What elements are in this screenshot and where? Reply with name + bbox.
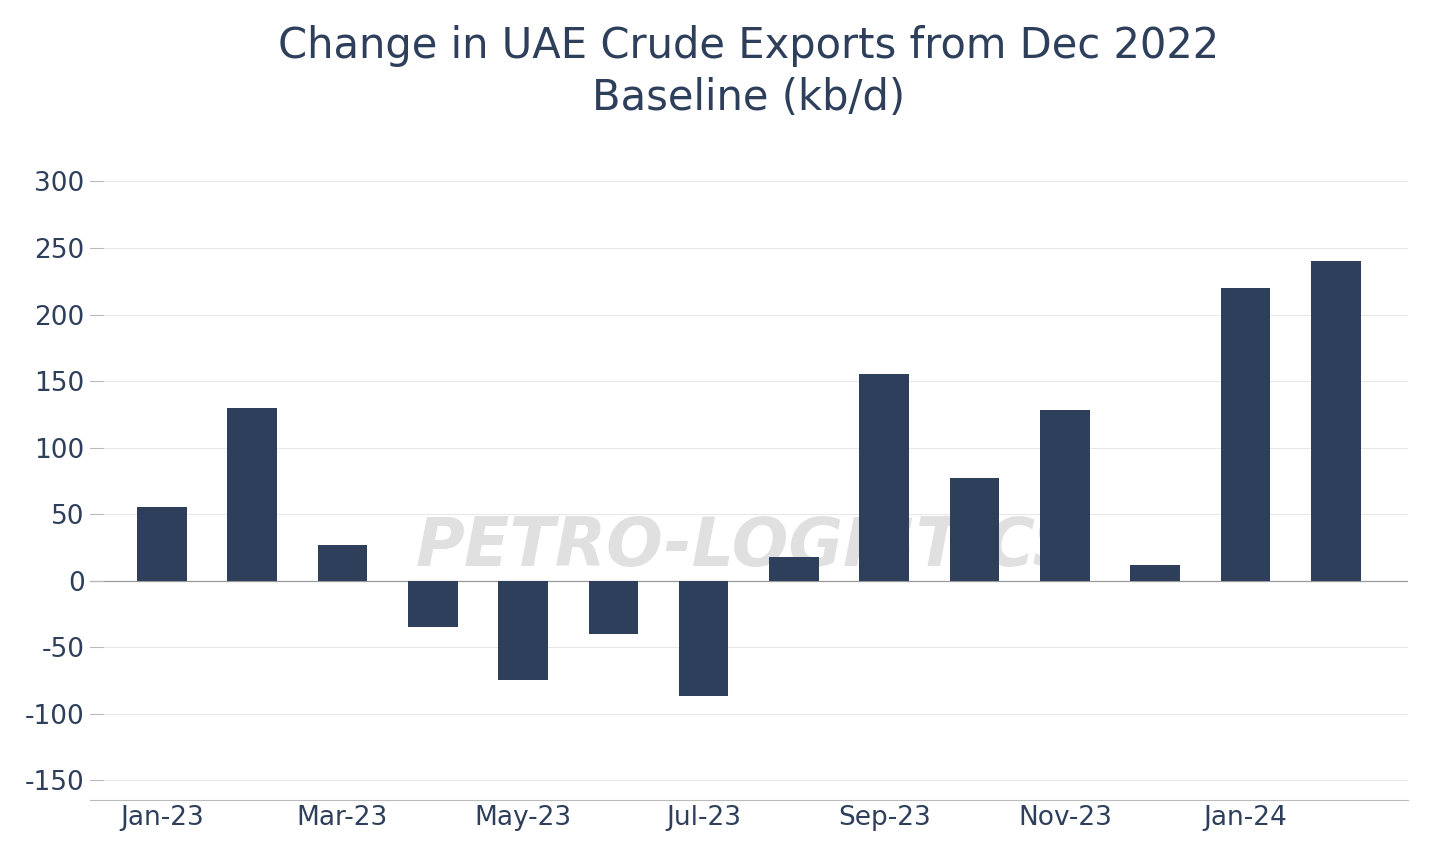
- Bar: [950, 479, 999, 580]
- Title: Change in UAE Crude Exports from Dec 2022
Baseline (kb/d): Change in UAE Crude Exports from Dec 202…: [278, 25, 1219, 119]
- Bar: [318, 544, 367, 580]
- Bar: [499, 580, 547, 681]
- Bar: [138, 508, 186, 580]
- Bar: [589, 580, 638, 633]
- Bar: [228, 407, 277, 580]
- Text: PETRO-LOGISTICS: PETRO-LOGISTICS: [416, 514, 1082, 580]
- Bar: [770, 556, 818, 580]
- Bar: [860, 374, 909, 580]
- Bar: [1221, 288, 1270, 580]
- Bar: [679, 580, 728, 697]
- Bar: [1131, 565, 1179, 580]
- Bar: [1311, 261, 1360, 580]
- Bar: [1040, 410, 1089, 580]
- Bar: [408, 580, 457, 627]
